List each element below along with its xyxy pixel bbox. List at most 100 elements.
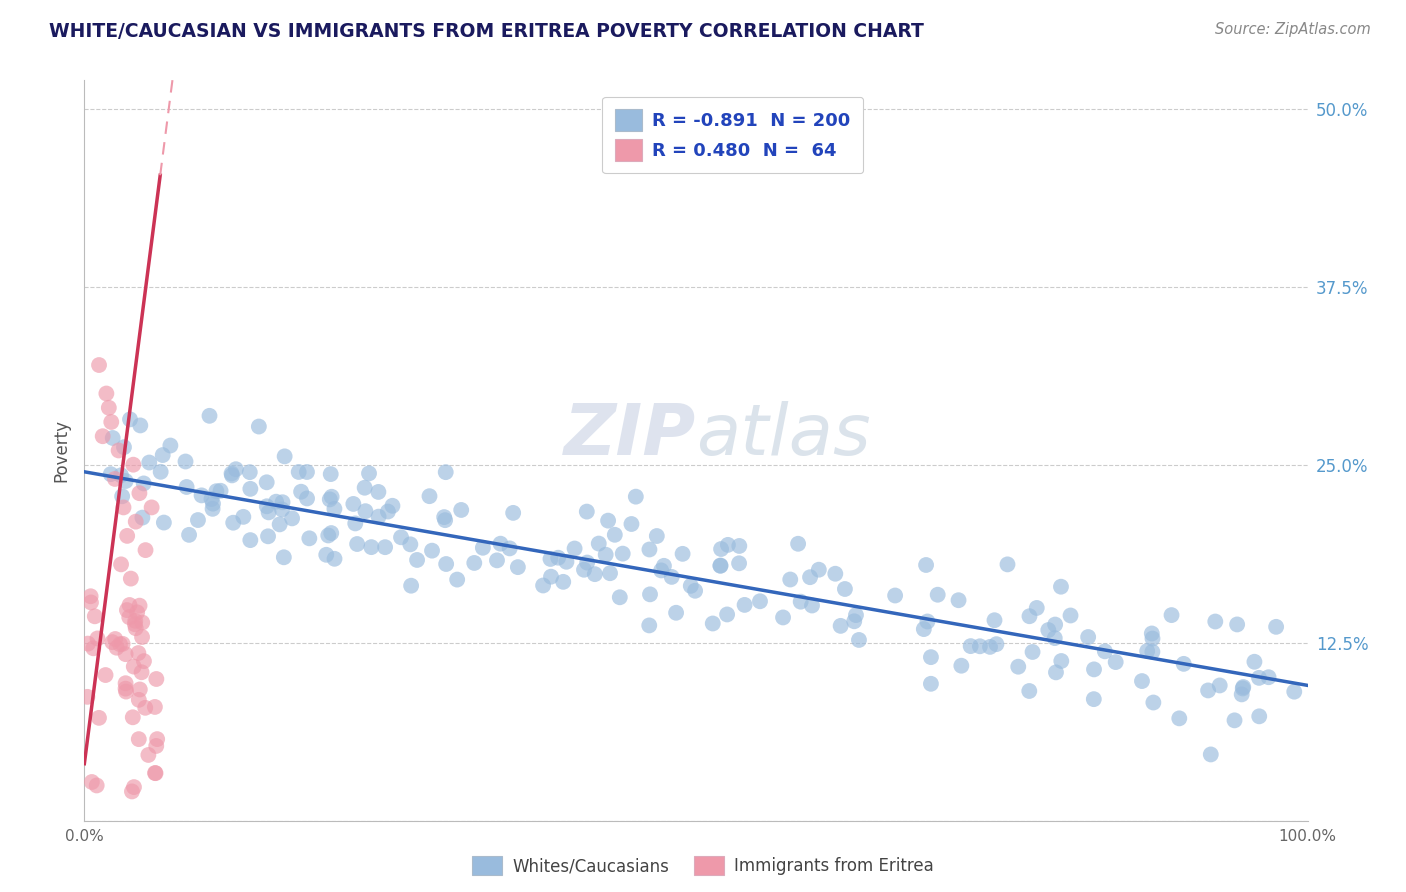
Point (112, 440, 135, 454)
Point (111, 489, 134, 503)
Point (1173, 657, 1195, 671)
Point (125, 621, 148, 635)
Point (110, 558, 132, 572)
Point (620, 516, 643, 531)
Point (1199, 747, 1222, 762)
Point (661, 570, 683, 584)
Legend: R = -0.891  N = 200, R = 0.480  N =  64: R = -0.891 N = 200, R = 0.480 N = 64 (602, 96, 863, 173)
Text: WHITE/CAUCASIAN VS IMMIGRANTS FROM ERITREA POVERTY CORRELATION CHART: WHITE/CAUCASIAN VS IMMIGRANTS FROM ERITR… (49, 22, 924, 41)
Point (115, 529, 138, 543)
Point (588, 536, 610, 550)
Point (321, 490, 343, 504)
Point (298, 532, 321, 546)
Point (1209, 678, 1232, 692)
Point (131, 665, 153, 680)
Point (506, 560, 529, 574)
Point (845, 608, 868, 623)
Point (612, 547, 634, 561)
Point (295, 465, 318, 479)
Point (434, 557, 457, 571)
Point (683, 583, 706, 598)
Point (728, 557, 751, 571)
Point (346, 537, 368, 551)
Point (1083, 692, 1105, 706)
Point (271, 495, 294, 509)
Point (950, 658, 973, 673)
Point (122, 659, 145, 673)
Point (502, 506, 524, 520)
Point (485, 553, 508, 567)
Point (583, 567, 606, 582)
Point (1142, 645, 1164, 659)
Point (1083, 662, 1105, 676)
Point (225, 462, 247, 476)
Point (1204, 615, 1226, 629)
Point (1284, 684, 1306, 698)
Point (709, 558, 731, 573)
Point (997, 558, 1019, 572)
Point (127, 646, 149, 660)
Point (446, 573, 468, 587)
Point (603, 528, 626, 542)
Point (174, 454, 197, 468)
Point (205, 484, 228, 499)
Text: Source: ZipAtlas.com: Source: ZipAtlas.com (1215, 22, 1371, 37)
Point (353, 481, 375, 495)
Point (239, 482, 262, 496)
Point (115, 603, 138, 617)
Point (114, 676, 136, 690)
Point (499, 541, 522, 556)
Point (120, 572, 142, 586)
Point (638, 542, 661, 557)
Point (679, 579, 702, 593)
Point (381, 499, 404, 513)
Point (131, 510, 153, 524)
Point (118, 598, 141, 612)
Point (100, 467, 122, 482)
Point (450, 503, 472, 517)
Point (824, 566, 846, 581)
Point (463, 556, 485, 570)
Point (239, 465, 262, 479)
Point (555, 555, 578, 569)
Point (114, 681, 136, 696)
Point (105, 640, 128, 655)
Point (80, 775, 103, 789)
Point (1043, 631, 1066, 645)
Point (399, 537, 422, 551)
Point (342, 497, 364, 511)
Point (884, 589, 907, 603)
Point (1223, 714, 1246, 728)
Point (716, 607, 738, 622)
Point (434, 465, 457, 479)
Point (128, 732, 150, 747)
Point (799, 570, 821, 584)
Point (271, 502, 294, 516)
Text: atlas: atlas (696, 401, 870, 470)
Point (1232, 680, 1254, 694)
Point (986, 637, 1008, 651)
Point (112, 500, 135, 515)
Point (927, 588, 949, 602)
Point (115, 684, 138, 698)
Point (86, 779, 108, 793)
Point (273, 550, 295, 565)
Point (1160, 608, 1182, 623)
Point (645, 529, 668, 543)
Point (575, 505, 598, 519)
Point (221, 468, 243, 483)
Point (917, 615, 939, 629)
Point (187, 513, 209, 527)
Point (141, 500, 163, 515)
Point (107, 443, 129, 458)
Point (124, 617, 146, 632)
Point (124, 614, 146, 628)
Point (389, 530, 412, 544)
Point (406, 553, 429, 567)
Point (609, 591, 631, 605)
Point (734, 598, 756, 612)
Point (104, 472, 127, 486)
Point (149, 465, 172, 479)
Point (200, 491, 222, 506)
Point (295, 491, 318, 506)
